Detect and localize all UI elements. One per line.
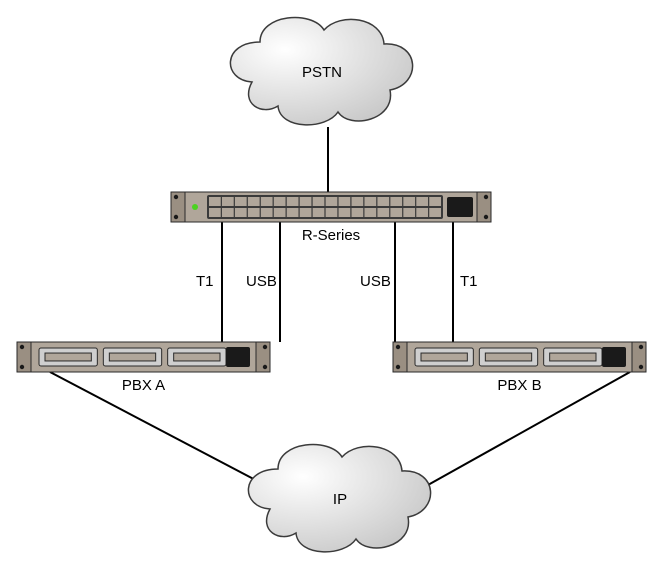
- switch-r-series: R-Series: [171, 192, 491, 244]
- svg-text:R-Series: R-Series: [302, 227, 360, 244]
- svg-text:PBX A: PBX A: [122, 377, 165, 394]
- edges: [50, 127, 630, 490]
- network-diagram: PSTN IP R-Series PBX A PBX B T1 USB USB T1: [0, 0, 667, 566]
- svg-text:T1: T1: [196, 273, 214, 290]
- pbx-a: PBX A: [17, 342, 270, 394]
- cloud-pstn: PSTN: [230, 18, 412, 125]
- svg-text:IP: IP: [333, 491, 347, 508]
- pbx-b: PBX B: [393, 342, 646, 394]
- svg-text:USB: USB: [246, 273, 277, 290]
- cloud-ip: IP: [248, 445, 430, 552]
- svg-text:USB: USB: [360, 273, 391, 290]
- labels: T1 USB USB T1: [196, 273, 478, 290]
- svg-text:PBX B: PBX B: [497, 377, 541, 394]
- svg-text:PSTN: PSTN: [302, 64, 342, 81]
- svg-text:T1: T1: [460, 273, 478, 290]
